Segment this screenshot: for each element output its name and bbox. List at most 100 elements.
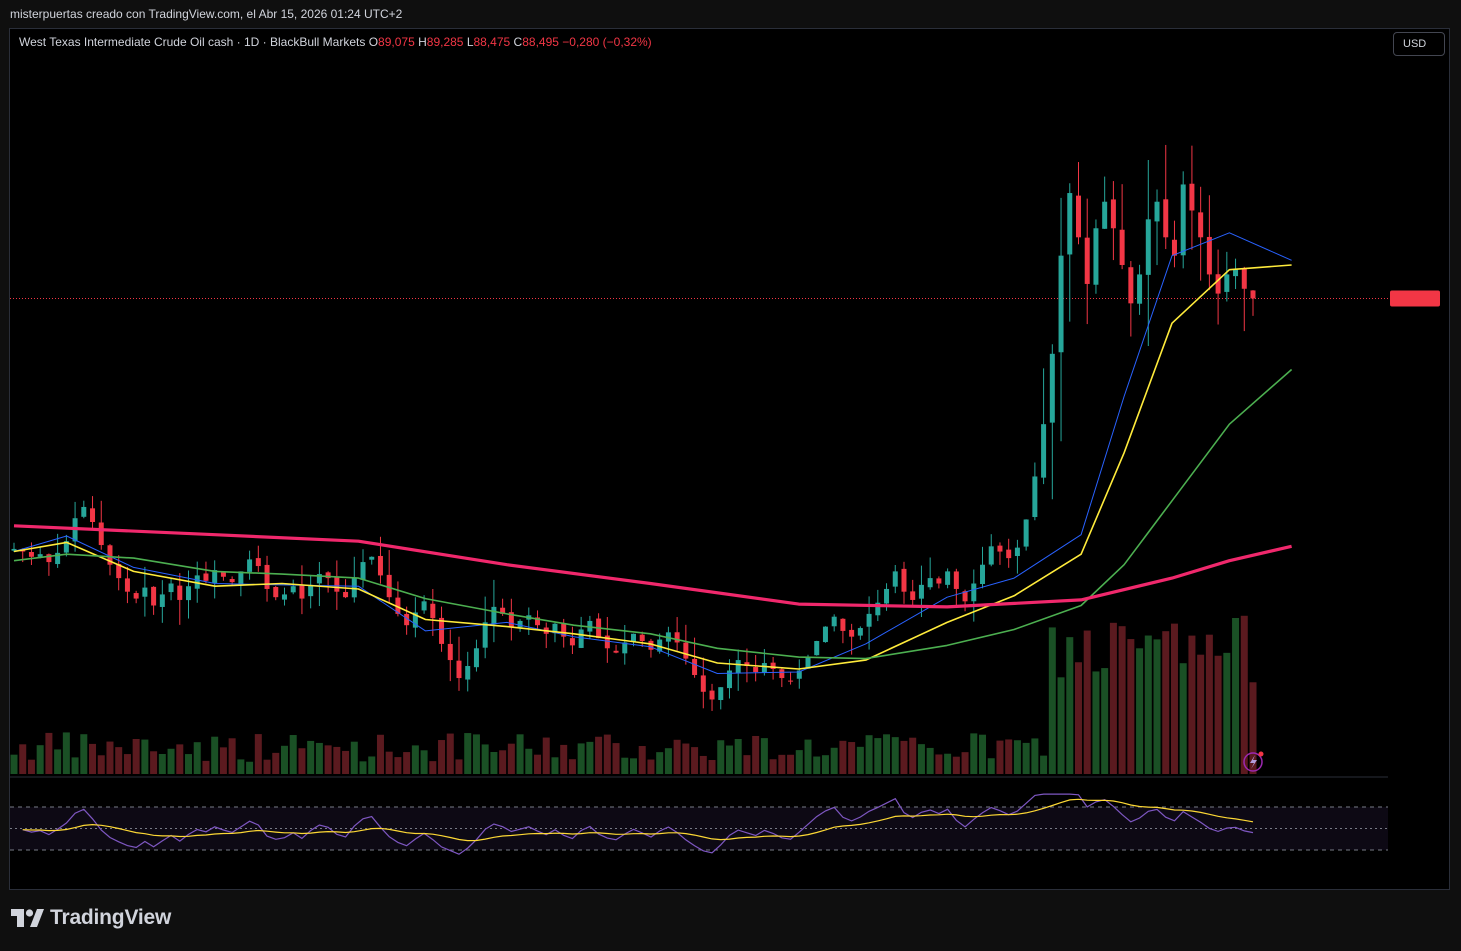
candle-body (831, 616, 837, 627)
candle-body (692, 658, 698, 676)
volume-bar (1040, 755, 1048, 774)
volume-bar (202, 760, 210, 774)
volume-bar (1048, 627, 1056, 774)
volume-bar (158, 753, 166, 774)
candle-body (395, 597, 401, 614)
volume-bar (411, 745, 419, 774)
candle-body (456, 660, 462, 679)
symbol-title: West Texas Intermediate Crude Oil cash ·… (19, 35, 366, 49)
volume-bar (1005, 739, 1013, 774)
brand[interactable]: TradingView (11, 906, 171, 930)
candle-body (1189, 183, 1195, 211)
lightning-icon (1250, 755, 1257, 769)
candle-body (866, 613, 872, 627)
volume-bar (350, 741, 358, 774)
volume-bar (298, 748, 306, 774)
candle-body (796, 670, 802, 679)
candle-body (386, 574, 392, 598)
candle-body (255, 558, 261, 567)
volume-bar (1066, 637, 1074, 774)
volume-bar (385, 751, 393, 774)
volume-bar (1136, 648, 1144, 774)
candle-body (308, 584, 314, 597)
candle-body (90, 508, 96, 522)
candle-body (1198, 212, 1204, 238)
candle-body (805, 657, 811, 669)
candle-body (1014, 547, 1020, 557)
candle-body (1250, 290, 1256, 299)
volume-bar (141, 739, 149, 774)
volume-bar (246, 761, 254, 774)
candle-body (81, 506, 87, 517)
volume-bar (97, 755, 105, 774)
currency-button[interactable]: USD (1393, 32, 1445, 56)
rsi-line (22, 793, 1254, 855)
volume-bar (1074, 662, 1082, 774)
candle-body (648, 640, 654, 650)
volume-bar (752, 735, 760, 774)
volume-bar (123, 754, 131, 774)
candle-body (55, 552, 61, 565)
candle-body (1145, 219, 1151, 275)
candle-body (473, 648, 479, 668)
candle-body (1102, 201, 1108, 229)
candle-body (377, 555, 383, 576)
volume-bar (254, 734, 262, 774)
candle-body (281, 594, 287, 600)
volume-bar (1031, 738, 1039, 774)
volume-bar (228, 738, 236, 774)
candle-body (46, 554, 52, 563)
candle-body (779, 669, 785, 679)
candle-body (980, 564, 986, 585)
candle-body (631, 633, 636, 642)
volume-bar (577, 743, 585, 774)
candle-body (1137, 274, 1143, 304)
candle-body (604, 635, 610, 649)
volume-bar (185, 754, 193, 774)
high-value: 89,285 (426, 35, 464, 49)
volume-bar (62, 732, 70, 774)
volume-bar (376, 734, 384, 774)
volume-bar (664, 748, 672, 774)
volume-bar (490, 751, 498, 774)
candle-body (1032, 476, 1038, 518)
candle-body (849, 629, 855, 637)
candle-body (124, 578, 130, 592)
candle-body (753, 667, 759, 673)
volume-bar (595, 736, 603, 774)
volume-bar (1223, 652, 1231, 774)
candle-body (63, 541, 69, 553)
candle-body (404, 613, 410, 626)
volume-bar (1249, 682, 1257, 774)
candle-body (918, 584, 924, 599)
candle-body (613, 650, 619, 653)
volume-bar (45, 732, 53, 774)
volume-bar (272, 752, 280, 774)
volume-bar (603, 734, 611, 774)
candle-body (1154, 201, 1160, 222)
candle-body (203, 573, 209, 581)
candle-body (1206, 236, 1212, 275)
ma-line-4 (13, 524, 1292, 609)
candle-body (1224, 274, 1230, 292)
candle-body (325, 572, 331, 579)
volume-bar (525, 748, 533, 774)
volume-bar (368, 756, 376, 774)
volume-bar (839, 740, 847, 774)
candle-body (299, 585, 305, 599)
open-value: 89,075 (378, 35, 415, 49)
candle-body (884, 588, 890, 604)
volume-bar (979, 734, 987, 774)
volume-bar (560, 744, 568, 774)
volume-bar (1197, 654, 1205, 774)
candle-body (290, 586, 296, 593)
volume-bar (516, 734, 524, 774)
volume-bar (708, 759, 716, 774)
volume-bar (1162, 631, 1170, 774)
volume-bar (1101, 668, 1109, 774)
close-value: 88,495 (522, 35, 559, 49)
volume-bar (36, 745, 44, 774)
candle-body (412, 612, 418, 628)
candle-body (500, 607, 506, 614)
